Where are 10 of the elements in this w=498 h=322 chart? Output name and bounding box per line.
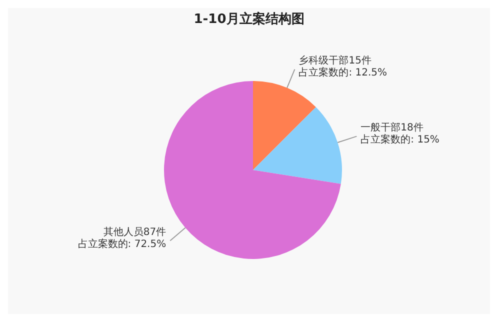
pie-slice xyxy=(253,107,342,184)
chart-title: 1-10月立案结构图 xyxy=(192,10,306,28)
pie-slice xyxy=(253,81,316,170)
pie-slice xyxy=(164,81,341,259)
slice-label: 其他人员87件 xyxy=(103,226,166,238)
text: 占立案数的: 72.5% xyxy=(78,238,166,250)
text: 占立案数的: 12.5% xyxy=(298,66,388,78)
slice-label: 乡科级干部15件 xyxy=(298,54,372,66)
slice-label: 一般干部18件 xyxy=(360,121,424,134)
text: 占立案数的: 15% xyxy=(360,133,440,146)
